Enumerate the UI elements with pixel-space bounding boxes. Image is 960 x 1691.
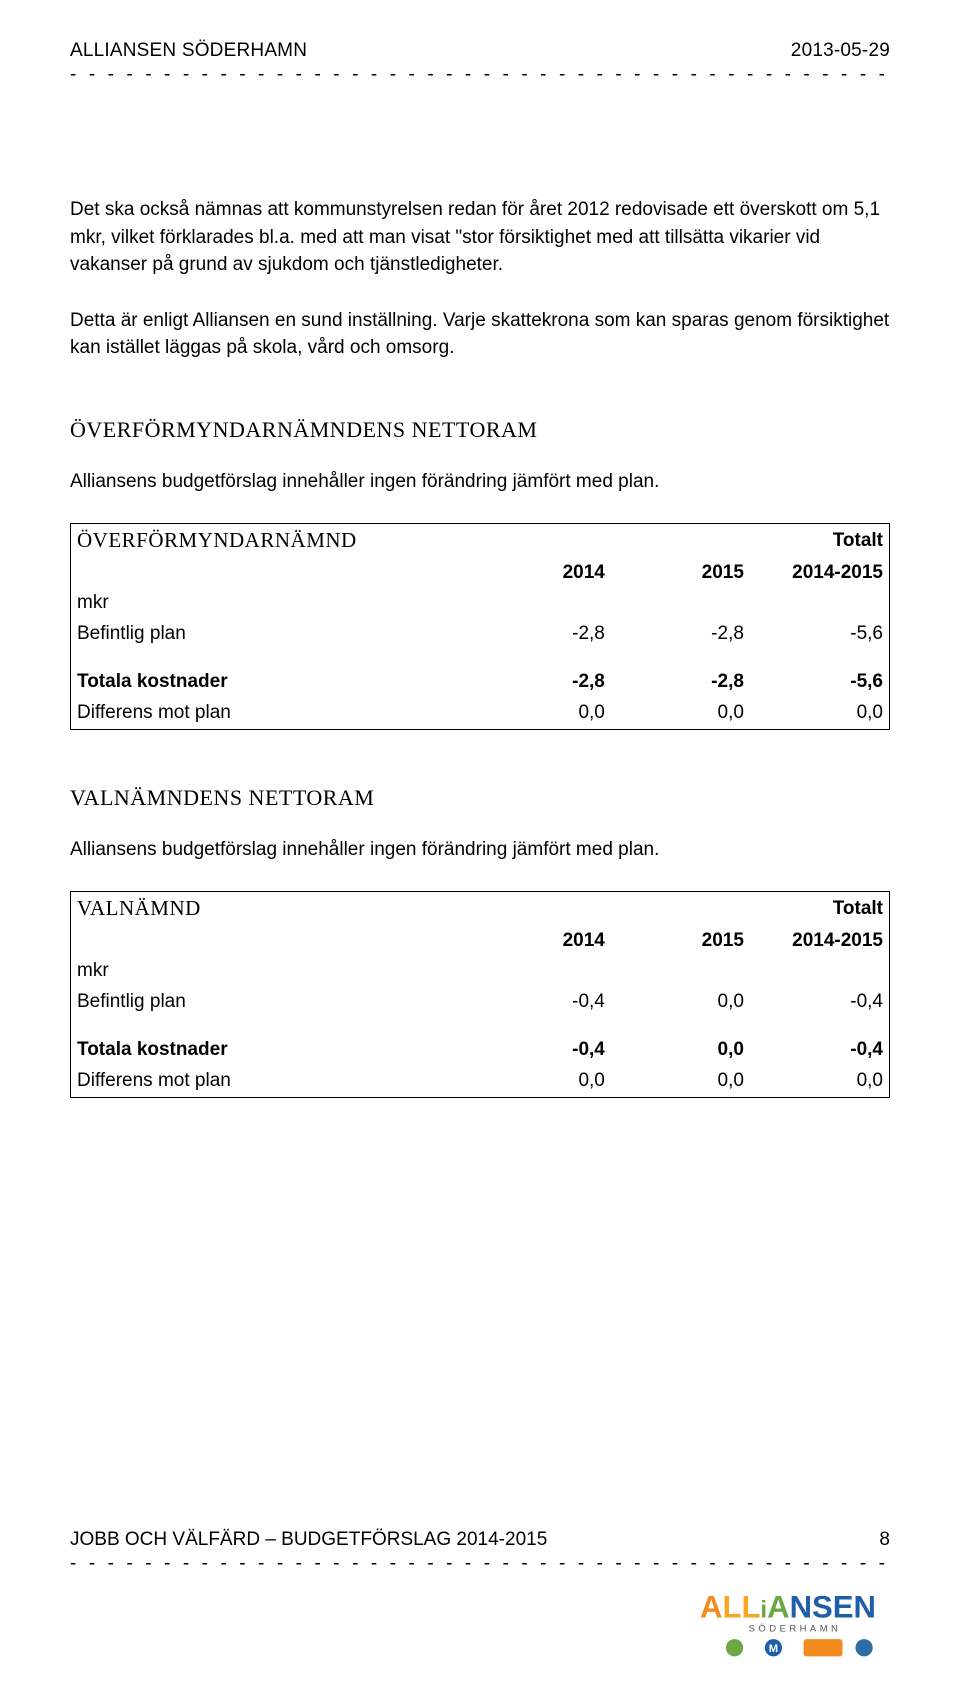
logo-wrap: ALLiANSEN SÖDERHAMN M xyxy=(70,1583,890,1661)
header-right: 2013-05-29 xyxy=(791,40,890,62)
table-header-row: VALNÄMND Totalt xyxy=(71,892,889,925)
page-number: 8 xyxy=(879,1529,890,1551)
section2-title: VALNÄMNDENS NETTORAM xyxy=(70,785,890,811)
unit-label: mkr xyxy=(71,588,472,619)
row-val: 0,0 xyxy=(750,698,889,729)
logo-sub: SÖDERHAMN xyxy=(749,1624,842,1635)
col-1: 2014 xyxy=(472,926,611,957)
table-row: Differens mot plan 0,0 0,0 0,0 xyxy=(71,1066,889,1097)
table-cols-row: 2014 2015 2014-2015 xyxy=(71,558,889,589)
table-unit-row: mkr xyxy=(71,956,889,987)
col-3: 2014-2015 xyxy=(750,558,889,589)
party-icon-letter: M xyxy=(769,1643,778,1655)
col-2: 2015 xyxy=(611,926,750,957)
table-row: Befintlig plan -0,4 0,0 -0,4 xyxy=(71,987,889,1018)
table-row: Totala kostnader -2,8 -2,8 -5,6 xyxy=(71,667,889,698)
logo-party-icons: M xyxy=(726,1639,873,1656)
row-val: -2,8 xyxy=(611,619,750,650)
row-val: -0,4 xyxy=(472,1035,611,1066)
row-val: -0,4 xyxy=(472,987,611,1018)
table-header-row: ÖVERFÖRMYNDARNÄMND Totalt xyxy=(71,524,889,557)
alliansen-logo-icon: ALLiANSEN SÖDERHAMN M xyxy=(700,1583,890,1661)
logo-letter: A xyxy=(700,1590,722,1625)
row-val: 0,0 xyxy=(611,698,750,729)
logo-letter: LL xyxy=(722,1590,760,1625)
logo-letter: A xyxy=(767,1590,789,1625)
party-icon xyxy=(855,1639,872,1656)
row-val: 0,0 xyxy=(472,698,611,729)
logo-letter: NSEN xyxy=(790,1590,876,1625)
row-val: 0,0 xyxy=(750,1066,889,1097)
row-label: Totala kostnader xyxy=(71,667,472,698)
footer-text-row: JOBB OCH VÄLFÄRD – BUDGETFÖRSLAG 2014-20… xyxy=(70,1529,890,1551)
row-label: Befintlig plan xyxy=(71,619,472,650)
col-top-2 xyxy=(611,892,750,925)
footer-left: JOBB OCH VÄLFÄRD – BUDGETFÖRSLAG 2014-20… xyxy=(70,1529,547,1551)
section2-table: VALNÄMND Totalt 2014 2015 2014-2015 mkr … xyxy=(70,891,890,1097)
row-label: Totala kostnader xyxy=(71,1035,472,1066)
col-top-1 xyxy=(472,524,611,557)
col-top-3: Totalt xyxy=(750,892,889,925)
row-val: 0,0 xyxy=(472,1066,611,1097)
paragraph-1: Det ska också nämnas att kommunstyrelsen… xyxy=(70,196,890,279)
row-label: Differens mot plan xyxy=(71,1066,472,1097)
row-label: Befintlig plan xyxy=(71,987,472,1018)
row-label: Differens mot plan xyxy=(71,698,472,729)
col-2: 2015 xyxy=(611,558,750,589)
paragraph-2: Detta är enligt Alliansen en sund instäl… xyxy=(70,307,890,362)
footer: JOBB OCH VÄLFÄRD – BUDGETFÖRSLAG 2014-20… xyxy=(70,1529,890,1661)
logo-letter: i xyxy=(760,1597,767,1624)
col-top-3: Totalt xyxy=(750,524,889,557)
party-icon xyxy=(726,1639,743,1656)
row-val: -2,8 xyxy=(472,619,611,650)
row-val: 0,0 xyxy=(611,987,750,1018)
page: ALLIANSEN SÖDERHAMN 2013-05-29 - - - - -… xyxy=(0,0,960,1691)
table-unit-row: mkr xyxy=(71,588,889,619)
row-val: -5,6 xyxy=(750,619,889,650)
svg-text:ALLiANSEN: ALLiANSEN xyxy=(700,1590,876,1625)
col-1: 2014 xyxy=(472,558,611,589)
header: ALLIANSEN SÖDERHAMN 2013-05-29 xyxy=(70,40,890,62)
row-val: -2,8 xyxy=(472,667,611,698)
col-3: 2014-2015 xyxy=(750,926,889,957)
row-val: 0,0 xyxy=(611,1066,750,1097)
row-val: -5,6 xyxy=(750,667,889,698)
party-icon xyxy=(804,1639,843,1656)
row-val: -2,8 xyxy=(611,667,750,698)
table-cols-row: 2014 2015 2014-2015 xyxy=(71,926,889,957)
section1-intro: Alliansens budgetförslag innehåller inge… xyxy=(70,468,890,496)
table-title: VALNÄMND xyxy=(71,892,472,925)
col-top-2 xyxy=(611,524,750,557)
table-row: Differens mot plan 0,0 0,0 0,0 xyxy=(71,698,889,729)
section2-intro: Alliansens budgetförslag innehåller inge… xyxy=(70,836,890,864)
header-left: ALLIANSEN SÖDERHAMN xyxy=(70,40,307,62)
col-top-1 xyxy=(472,892,611,925)
footer-dash: - - - - - - - - - - - - - - - - - - - - … xyxy=(70,1553,890,1575)
row-val: 0,0 xyxy=(611,1035,750,1066)
unit-label: mkr xyxy=(71,956,472,987)
table-row: Befintlig plan -2,8 -2,8 -5,6 xyxy=(71,619,889,650)
section1-title: ÖVERFÖRMYNDARNÄMNDENS NETTORAM xyxy=(70,417,890,443)
table-row: Totala kostnader -0,4 0,0 -0,4 xyxy=(71,1035,889,1066)
header-dash: - - - - - - - - - - - - - - - - - - - - … xyxy=(70,64,890,86)
row-val: -0,4 xyxy=(750,1035,889,1066)
row-val: -0,4 xyxy=(750,987,889,1018)
table-title: ÖVERFÖRMYNDARNÄMND xyxy=(71,524,472,557)
section1-table: ÖVERFÖRMYNDARNÄMND Totalt 2014 2015 2014… xyxy=(70,523,890,729)
